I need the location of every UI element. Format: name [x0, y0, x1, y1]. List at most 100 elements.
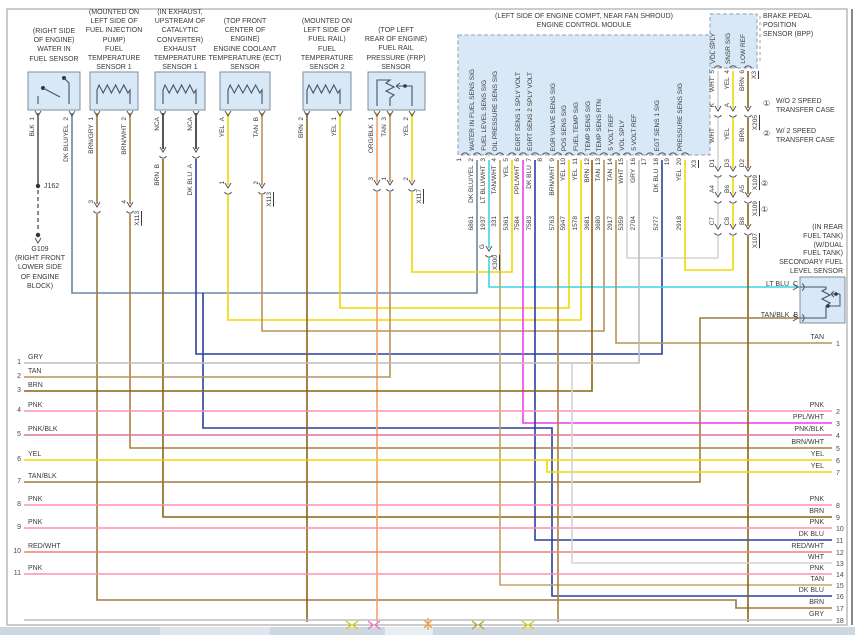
wire-lt-blu	[488, 258, 800, 288]
inline-connector-icon	[408, 179, 416, 186]
fuel-level-sensor-caption-line: (IN REAR	[812, 224, 843, 231]
ecm-signal-label: EGRT SENS 1 SPLY VOLT	[515, 72, 522, 151]
chain-wire-color: BRN	[739, 128, 746, 142]
pin-socket-icon	[565, 152, 573, 156]
ground-caption-line: G109	[31, 246, 49, 253]
pin-socket-icon	[658, 152, 666, 156]
sensor-pin-label: BLK 1	[29, 117, 36, 137]
pin-socket-icon	[589, 152, 597, 156]
right-wire-number: 18	[836, 618, 844, 625]
wire-dk-blu	[202, 293, 832, 597]
left-wire-color: PNK	[28, 565, 43, 572]
right-wire-number: 5	[836, 446, 840, 453]
cut-connector-glyph	[367, 620, 375, 630]
inline-connector-icon	[258, 191, 266, 195]
right-wire-number: 14	[836, 572, 844, 579]
ecm-circuit-number: 3681	[584, 216, 591, 231]
wire-yel	[546, 460, 832, 473]
sensor-pin-label: BRN B	[154, 164, 161, 186]
pin-socket-icon	[496, 152, 504, 156]
ground-caption-line: OF ENGINE	[20, 273, 60, 281]
cut-connector-glyph	[477, 620, 485, 630]
sensor-caption-line: (MOUNTED ON	[88, 9, 140, 16]
chain-pin-letter: D3	[724, 158, 731, 167]
ecm-pin-label: TAN/WHT 4	[491, 158, 498, 195]
wire-brn	[24, 160, 593, 392]
right-wire-number: 11	[836, 538, 844, 545]
cut-connector-glyph	[351, 620, 359, 630]
inline-connector-icon	[714, 114, 722, 118]
fuel-level-sensor-caption: (IN REAR FUEL TANK) (W/DUAL FUEL TANK) SECON…	[779, 224, 843, 277]
inline-connector-icon	[373, 179, 381, 186]
sensor-caption: (MOUNTED ON LEFT SIDE OF FUEL INJECTION PUM…	[86, 8, 143, 72]
junction-label: J162	[44, 183, 60, 190]
ecm-pin-label: TAN 14	[607, 158, 614, 182]
chain-connector-label: X109	[752, 175, 759, 191]
left-wire-color: TAN	[28, 368, 42, 375]
wire-dk-blu	[534, 160, 832, 541]
pin-socket-icon	[461, 152, 469, 156]
left-wire-color: PNK/BLK	[28, 426, 58, 433]
chain-pin-letter: A4	[709, 185, 716, 193]
inline-connector-icon	[224, 182, 232, 189]
connector-label: X113	[266, 192, 273, 207]
right-wire-color: DK BLU	[798, 587, 824, 594]
wire-yel	[411, 160, 513, 273]
pin-arrow-icon	[336, 110, 344, 117]
ground-caption: G109 (RIGHT FRONT LOWER SIDE OF ENGINE BLOCK…	[15, 245, 65, 291]
wire-yel	[339, 113, 570, 309]
ecm-signal-label: WATER IN FUEL SENS SIG	[469, 69, 476, 151]
inline-connector-icon	[714, 165, 722, 172]
inline-connector-icon	[744, 114, 752, 118]
inline-connector-icon	[258, 182, 266, 189]
rheostat-symbol	[800, 286, 832, 319]
wire-tan-wht	[499, 160, 832, 586]
right-wire-color: WHT	[808, 554, 824, 561]
inline-connector-icon	[729, 174, 737, 178]
resistor-symbol	[162, 83, 197, 104]
pin-arrow-icon	[386, 110, 394, 117]
sensor-caption-line: EXHAUST	[163, 45, 197, 53]
sensor-pin-label: BRN/WHT 2	[121, 117, 128, 155]
sensor-caption-line: (RIGHT SIDE	[32, 28, 76, 35]
left-wire-number: 5	[17, 431, 21, 438]
sensor-caption-line: (TOP LEFT	[378, 27, 414, 34]
ecm-pin-label: BRN/WHT 9	[549, 158, 556, 196]
right-wire-color: RED/WHT	[791, 543, 824, 550]
inline-connector-icon	[408, 188, 416, 192]
sensor-caption-line: CENTER OF	[224, 27, 266, 35]
sensor-caption-line: FUEL INJECTION	[85, 27, 143, 35]
sensor-caption: (MOUNTED ON LEFT SIDE OF FUEL RAIL) FUEL TEM…	[301, 17, 353, 72]
bpp-caption-line: BRAKE PEDAL	[763, 13, 812, 20]
right-wire-number: 2	[836, 409, 840, 416]
sensor-caption-line: ENGINE COOLANT	[213, 45, 277, 53]
ecm-pin-label: DK BLU 7	[526, 158, 533, 189]
right-wire-number: 12	[836, 550, 844, 557]
sensor-caption-line: TEMPERATURE	[300, 54, 354, 62]
ecm-pin-label: 1	[456, 158, 463, 162]
ecm-pin-label: YEL 20	[676, 158, 683, 182]
ecm-signal-label: 5 VOLT REF	[608, 114, 615, 151]
wire-tan	[615, 160, 832, 344]
bottom-band-light	[385, 627, 433, 635]
resistor-symbol	[306, 83, 341, 104]
ecm-pin-label: YEL 11	[572, 158, 579, 181]
wire-tan-blk	[24, 317, 800, 483]
inline-connector-icon	[159, 155, 167, 159]
left-wire-number: 2	[17, 373, 21, 380]
chain-connector-label: X107	[752, 233, 759, 249]
junction-dot	[35, 232, 41, 238]
ecm-circuit-number: 1578	[572, 216, 579, 231]
ecm-signal-label: FUEL LEVEL SENS SIG	[481, 80, 488, 151]
sensor-caption-line: SENSOR	[381, 63, 411, 71]
sensor-pin-label: DK BLU A	[187, 164, 194, 196]
pin-arrow-icon	[34, 110, 42, 117]
inline-connector-icon	[386, 179, 394, 186]
sensor-caption-line: TEMPERATURE (ECT)	[208, 54, 282, 62]
pin-arrow-icon	[159, 110, 167, 117]
wire-ppl-wht	[522, 160, 832, 424]
left-wire-number: 4	[17, 407, 21, 414]
wire-dk-blu	[195, 159, 663, 355]
pin-arrow-icon	[126, 110, 134, 117]
right-wire-number: 7	[836, 470, 840, 477]
